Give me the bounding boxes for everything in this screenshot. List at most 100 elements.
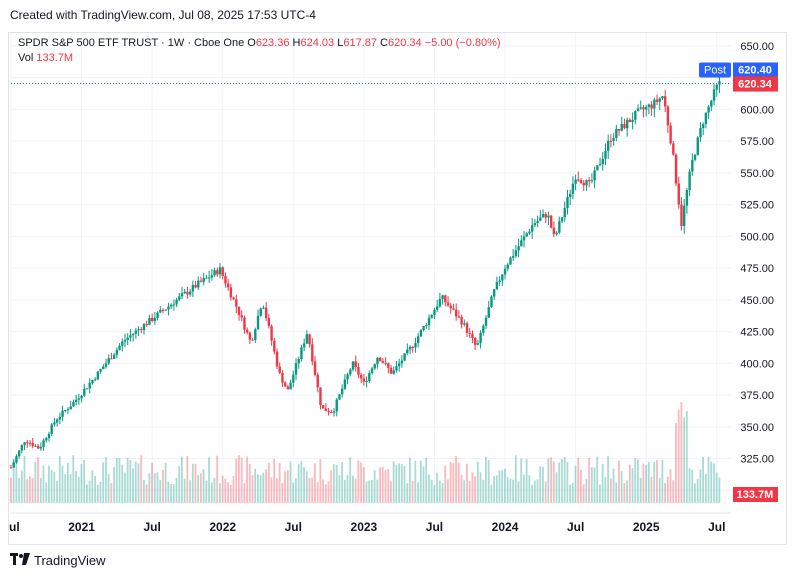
volume-bar — [645, 465, 647, 503]
volume-bar — [533, 480, 536, 503]
volume-bar — [381, 466, 384, 503]
candle-body — [528, 231, 531, 234]
y-tick-label: 500.00 — [740, 231, 774, 243]
x-tick-label: 2025 — [633, 520, 660, 534]
candle-body — [9, 467, 13, 469]
volume-bar — [265, 469, 267, 503]
volume-bar — [493, 476, 495, 503]
candle-body — [115, 349, 119, 355]
candle-body — [213, 270, 216, 276]
volume-bar — [121, 464, 124, 503]
y-tick-label: 550.00 — [740, 168, 774, 180]
y-tick-label: 600.00 — [740, 104, 774, 116]
volume-bar — [48, 465, 50, 503]
volume-bar — [354, 478, 357, 503]
volume-bar — [618, 460, 620, 503]
volume-bar — [23, 455, 26, 503]
candle-body — [365, 380, 368, 382]
candle-body — [145, 324, 148, 326]
candle-body — [433, 309, 436, 315]
x-tick-label: Jul — [9, 520, 20, 534]
candle-body — [224, 275, 227, 284]
volume-bar — [577, 457, 580, 503]
candle-body — [598, 164, 602, 166]
candle-body — [240, 315, 243, 318]
volume-bar — [311, 477, 314, 503]
candle-body — [88, 382, 91, 389]
volume-bar — [240, 457, 243, 503]
volume-bar — [362, 467, 365, 503]
candle-body — [69, 406, 72, 410]
volume-bar — [371, 480, 373, 503]
volume-bar — [254, 469, 257, 503]
legend-close-label: C — [380, 37, 388, 49]
volume-bar — [45, 482, 48, 503]
candle-body — [468, 332, 471, 334]
candle-body — [552, 227, 556, 235]
volume-bar — [588, 457, 590, 503]
candle-body — [338, 394, 341, 400]
candle-body — [517, 246, 520, 251]
brand-name: TradingView — [34, 553, 106, 568]
candle-body — [83, 388, 86, 396]
x-tick-label: 2021 — [68, 520, 95, 534]
candle-body — [164, 309, 167, 311]
candle-body — [126, 337, 129, 340]
candle-body — [579, 179, 583, 183]
candle-body — [568, 193, 572, 197]
volume-bar — [246, 456, 248, 503]
candle-body — [672, 143, 675, 155]
candlestick-chart[interactable]: 650.00625.00600.00575.00550.00525.00500.… — [9, 33, 786, 544]
volume-bar — [680, 402, 683, 503]
candle-body — [351, 361, 355, 370]
volume-bar — [390, 481, 392, 503]
volume-bar — [251, 475, 254, 503]
candle-body — [42, 440, 45, 447]
candle-body — [121, 341, 124, 346]
volume-bar — [650, 476, 653, 503]
volume-bar — [186, 456, 189, 503]
volume-bar — [224, 478, 227, 503]
candle-body — [357, 367, 360, 375]
volume-bar — [330, 470, 333, 503]
volume-bar — [162, 469, 164, 503]
volume-bar — [628, 464, 631, 503]
candle-body — [617, 128, 621, 131]
volume-bar — [202, 469, 205, 503]
candle-body — [506, 264, 509, 269]
volume-bar — [604, 477, 607, 503]
volume-bar — [403, 465, 406, 503]
volume-bar — [197, 474, 200, 503]
legend-open-value: 623.36 — [255, 37, 290, 49]
candle-body — [389, 367, 393, 374]
volume-bar — [433, 484, 436, 503]
volume-bar — [357, 460, 360, 503]
volume-bar — [455, 455, 457, 503]
candle-body — [416, 336, 420, 344]
volume-bar — [316, 482, 319, 503]
candle-body — [691, 159, 694, 172]
volume-bar — [626, 480, 628, 503]
candle-body — [425, 325, 428, 327]
y-tick-label: 400.00 — [740, 358, 774, 370]
candle-body — [362, 378, 366, 382]
candle-body — [430, 314, 433, 318]
volume-bar — [528, 475, 531, 503]
candle-body — [376, 357, 379, 365]
candle-body — [273, 340, 276, 352]
volume-bar — [552, 461, 555, 503]
tradingview-brand[interactable]: TradingView — [10, 553, 106, 568]
candle-body — [582, 182, 585, 186]
candle-body — [677, 183, 680, 205]
volume-bar — [615, 482, 618, 503]
y-tick-label: 575.00 — [740, 136, 774, 148]
candle-body — [346, 374, 349, 380]
chart-frame[interactable]: 650.00625.00600.00575.00550.00525.00500.… — [8, 32, 787, 545]
candle-body — [180, 293, 184, 297]
candle-body — [58, 416, 62, 420]
volume-bar — [159, 480, 162, 503]
candle-body — [566, 196, 569, 209]
volume-bar — [295, 478, 297, 503]
legend-low-label: L — [337, 37, 344, 49]
candle-body — [536, 220, 539, 224]
